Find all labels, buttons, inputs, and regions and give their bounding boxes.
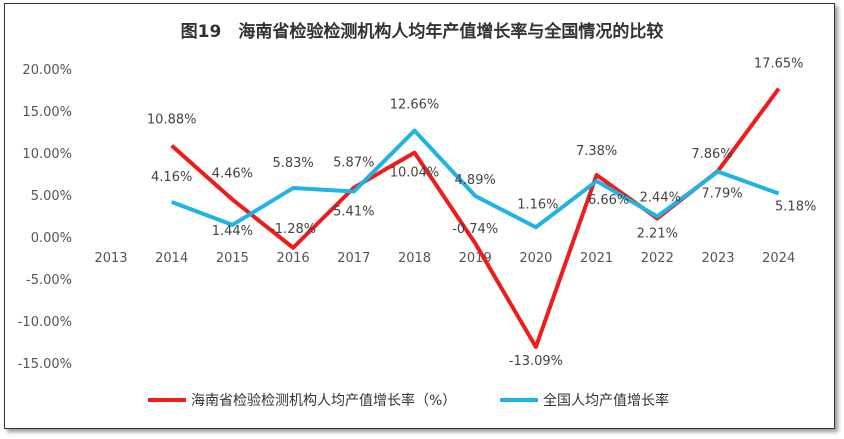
y-tick-label: -10.00% xyxy=(18,315,72,330)
series-line-national xyxy=(170,128,780,230)
data-label-hainan: 10.04% xyxy=(390,166,440,181)
data-label-hainan: 5.87% xyxy=(333,156,374,171)
legend-label-hainan: 海南省检验检测机构人均产值增长率（%） xyxy=(191,392,456,409)
data-label-hainan: -0.74% xyxy=(452,222,498,237)
data-label-national: 4.89% xyxy=(455,173,496,188)
data-label-national: 7.79% xyxy=(701,187,742,202)
series-lines xyxy=(170,87,781,349)
x-tick-label: 2023 xyxy=(701,251,734,266)
y-tick-label: 20.00% xyxy=(22,63,72,78)
y-tick-label: 10.00% xyxy=(22,147,72,162)
x-tick-label: 2024 xyxy=(762,251,795,266)
data-labels: 10.88% 4.46% -1.28% 5.87% 10.04% -0.74% -13.09… xyxy=(147,57,816,369)
data-label-hainan: 4.46% xyxy=(212,167,253,182)
data-label-hainan: 2.21% xyxy=(637,226,678,241)
y-tick-label: -5.00% xyxy=(26,273,72,288)
series-line-hainan xyxy=(170,87,781,349)
data-label-national: 5.18% xyxy=(775,199,816,214)
x-tick-label: 2014 xyxy=(155,251,188,266)
x-tick-label: 2020 xyxy=(519,251,552,266)
x-tick-label: 2022 xyxy=(641,251,674,266)
data-label-hainan: 17.65% xyxy=(754,57,804,72)
data-label-national: 5.83% xyxy=(272,156,313,171)
data-label-hainan: 10.88% xyxy=(147,113,197,128)
x-axis: 2013 2014 2015 2016 2017 2018 2019 2020 2021 2022… xyxy=(94,251,795,266)
data-label-national: 12.66% xyxy=(390,98,440,113)
y-tick-label: -15.00% xyxy=(18,357,72,372)
chart-title: 图19 海南省检验检测机构人均年产值增长率与全国情况的比较 xyxy=(181,21,664,42)
data-label-hainan: -1.28% xyxy=(270,222,316,237)
legend-label-national: 全国人均产值增长率 xyxy=(543,392,669,409)
data-label-hainan: -13.09% xyxy=(509,354,563,369)
x-tick-label: 2021 xyxy=(580,251,613,266)
x-tick-label: 2015 xyxy=(216,251,249,266)
data-label-national: 6.66% xyxy=(588,193,629,208)
data-label-hainan: 7.38% xyxy=(576,144,617,159)
chart-frame xyxy=(4,3,835,429)
data-label-national: 1.44% xyxy=(212,224,253,239)
data-label-national: 5.41% xyxy=(333,205,374,220)
data-label-national: 1.16% xyxy=(517,197,558,212)
x-tick-label: 2017 xyxy=(337,251,370,266)
data-label-hainan: 7.86% xyxy=(691,147,732,162)
y-tick-label: 0.00% xyxy=(31,231,72,246)
x-tick-label: 2016 xyxy=(277,251,310,266)
y-tick-label: 5.00% xyxy=(31,189,72,204)
legend: 海南省检验检测机构人均产值增长率（%） 全国人均产值增长率 xyxy=(148,392,669,409)
y-axis: 20.00% 15.00% 10.00% 5.00% 0.00% -5.00% -10.00… xyxy=(18,63,72,372)
x-tick-label: 2013 xyxy=(94,251,127,266)
data-label-national: 2.44% xyxy=(640,191,681,206)
x-tick-label: 2018 xyxy=(398,251,431,266)
y-tick-label: 15.00% xyxy=(22,105,72,120)
data-label-national: 4.16% xyxy=(151,170,192,185)
